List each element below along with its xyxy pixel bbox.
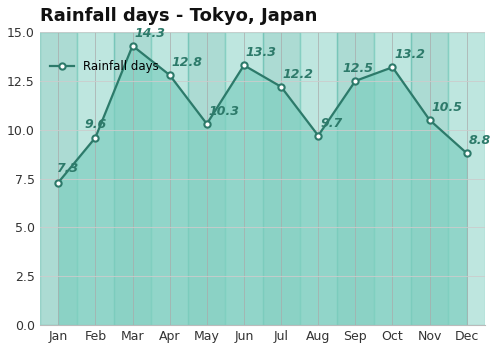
Bar (411, 32, 448, 325)
Text: 9.7: 9.7 (320, 117, 342, 130)
Bar (262, 32, 300, 325)
Text: 7.3: 7.3 (56, 162, 78, 175)
Text: 12.8: 12.8 (172, 56, 202, 69)
Text: 13.2: 13.2 (394, 48, 426, 61)
Bar (374, 32, 411, 325)
Text: 12.5: 12.5 (342, 62, 374, 75)
Bar (114, 32, 151, 325)
Bar (448, 32, 486, 325)
Text: 9.6: 9.6 (84, 118, 106, 131)
Bar (226, 32, 262, 325)
Bar (188, 32, 226, 325)
Text: Rainfall days - Tokyo, Japan: Rainfall days - Tokyo, Japan (40, 7, 317, 25)
Legend: Rainfall days: Rainfall days (46, 56, 164, 78)
Text: 14.3: 14.3 (134, 27, 166, 40)
Bar (40, 32, 77, 325)
Text: 12.2: 12.2 (283, 68, 314, 81)
Bar (300, 32, 337, 325)
Text: 13.3: 13.3 (246, 47, 277, 60)
Bar (151, 32, 188, 325)
Text: 8.8: 8.8 (468, 134, 491, 147)
Text: 10.5: 10.5 (432, 101, 462, 114)
Bar (337, 32, 374, 325)
Bar (77, 32, 114, 325)
Text: 10.3: 10.3 (208, 105, 240, 118)
